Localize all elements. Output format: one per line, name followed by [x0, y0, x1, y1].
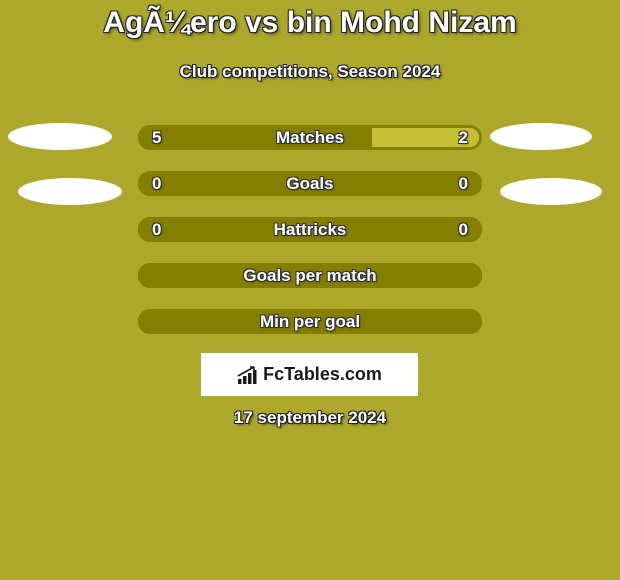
comparison-canvas: AgÃ¼ero vs bin Mohd Nizam Club competiti…: [0, 0, 620, 580]
stat-bar: Min per goal: [138, 309, 482, 334]
player-left-avatar-top: [8, 123, 112, 150]
stat-bar: 00Hattricks: [138, 217, 482, 242]
player-right-avatar-top: [490, 123, 592, 150]
player-left-avatar-bottom: [18, 178, 122, 205]
stat-label: Goals per match: [138, 263, 482, 288]
generation-date: 17 september 2024: [0, 408, 620, 428]
bar-growth-icon: [237, 365, 259, 385]
stat-bar: 52Matches: [138, 125, 482, 150]
page-subtitle: Club competitions, Season 2024: [0, 62, 620, 82]
stat-bar: Goals per match: [138, 263, 482, 288]
stat-bar: 00Goals: [138, 171, 482, 196]
stat-label: Min per goal: [138, 309, 482, 334]
player-right-avatar-bottom: [500, 178, 602, 205]
page-title: AgÃ¼ero vs bin Mohd Nizam: [0, 6, 620, 40]
stat-label: Matches: [138, 125, 482, 150]
fctables-logo: FcTables.com: [201, 353, 418, 396]
logo-text: FcTables.com: [263, 364, 382, 385]
stat-label: Hattricks: [138, 217, 482, 242]
stat-label: Goals: [138, 171, 482, 196]
